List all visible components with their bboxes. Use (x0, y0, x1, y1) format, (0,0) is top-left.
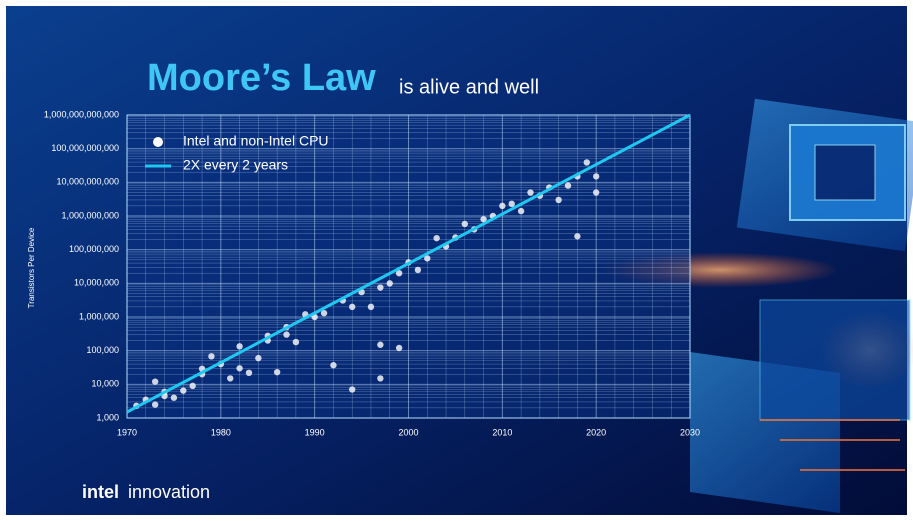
data-point (189, 382, 196, 390)
data-point (508, 200, 515, 208)
logo-brand: intel (82, 482, 119, 502)
x-tick-label: 2030 (680, 427, 700, 437)
data-point (330, 362, 337, 369)
data-point (574, 233, 581, 240)
data-point (320, 309, 328, 317)
data-point (273, 368, 281, 376)
data-point (151, 401, 159, 408)
decor (600, 98, 913, 514)
data-point (227, 375, 234, 382)
data-point (283, 331, 290, 338)
data-point (480, 216, 487, 223)
chart-subtitle: is alive and well (399, 76, 539, 98)
data-point (527, 189, 534, 196)
data-point (414, 266, 422, 274)
legend-label: 2X every 2 years (183, 157, 288, 173)
x-tick-label: 2010 (492, 427, 512, 437)
data-point (377, 341, 384, 348)
x-tick-label: 2020 (586, 427, 606, 437)
y-tick-label: 100,000 (86, 345, 119, 355)
legend-swatch (153, 137, 163, 147)
data-point (151, 378, 159, 385)
y-tick-label: 100,000,000,000 (51, 143, 119, 153)
logo-product: innovation (128, 482, 210, 502)
data-point (395, 269, 403, 277)
trend-line (126, 113, 691, 414)
data-point (245, 369, 253, 377)
y-tick-label: 10,000,000 (74, 278, 119, 288)
data-point (424, 255, 431, 262)
plot: 1,000 10,000 100,000 1,000,000 10,000,000 100… (44, 109, 700, 437)
data-point (592, 173, 600, 180)
y-tick-label: 1,000,000,000,000 (44, 109, 119, 119)
y-tick-label: 100,000,000 (69, 244, 119, 254)
data-point (367, 303, 375, 311)
data-point (555, 196, 562, 204)
data-point (180, 387, 187, 394)
x-tick-label: 1980 (211, 427, 231, 437)
x-tick-label: 1970 (117, 427, 137, 437)
data-point (386, 280, 393, 287)
data-point (292, 338, 300, 346)
data-point (349, 303, 356, 311)
data-point (592, 189, 600, 196)
data-point (377, 375, 384, 382)
legend-label: Intel and non-Intel CPU (183, 133, 329, 149)
data-point (349, 386, 356, 393)
data-point (377, 284, 384, 291)
data-point (236, 343, 243, 350)
y-tick-label: 1,000 (96, 412, 119, 422)
y-tick-label: 1,000,000,000 (61, 210, 119, 220)
chart-title: Moore’s Law (147, 57, 376, 99)
data-point (461, 220, 468, 228)
data-point (208, 353, 215, 360)
data-point (499, 202, 506, 210)
x-tick-label: 2000 (398, 427, 418, 437)
y-tick-label: 1,000,000 (79, 311, 119, 321)
data-point (517, 207, 525, 215)
x-tick-label: 1990 (305, 427, 325, 437)
data-point (583, 159, 590, 166)
y-tick-label: 10,000,000,000 (56, 177, 119, 187)
y-axis-label: Transistors Per Device (27, 227, 36, 308)
data-point (236, 365, 243, 372)
data-point (170, 394, 178, 401)
data-point (433, 234, 440, 242)
data-point (395, 344, 403, 352)
data-point (564, 182, 572, 189)
data-point (255, 354, 262, 362)
y-tick-label: 10,000 (91, 379, 119, 389)
